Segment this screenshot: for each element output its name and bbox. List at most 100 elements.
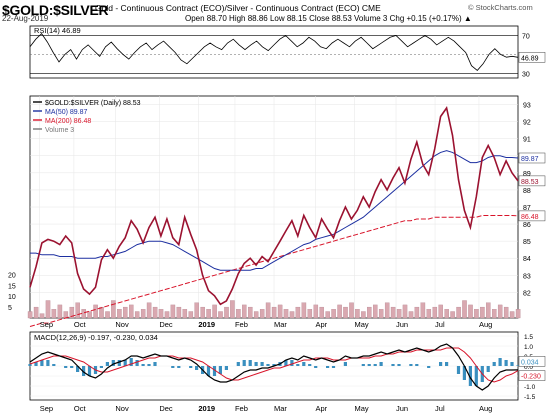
price-tick-label: 82 xyxy=(523,290,531,297)
volume-bar xyxy=(432,306,438,319)
volume-bar xyxy=(444,309,449,319)
macd-x-label: Feb xyxy=(235,404,248,413)
price-x-label: Nov xyxy=(115,320,129,329)
volume-bar xyxy=(69,306,75,319)
volume-bar xyxy=(349,302,354,319)
volume-bar xyxy=(509,311,515,319)
macd-histogram-bar xyxy=(445,362,449,366)
macd-histogram-bar xyxy=(99,366,103,368)
volume-bar xyxy=(63,311,69,319)
price-tick-label: 89 xyxy=(523,171,531,178)
macd-histogram-bar xyxy=(212,366,217,376)
macd-histogram-bar xyxy=(343,362,347,366)
volume-bar xyxy=(152,306,158,319)
macd-x-label: Oct xyxy=(74,404,87,413)
volume-bar xyxy=(408,311,414,319)
ma200-line xyxy=(29,215,519,327)
price-tick-label: 93 xyxy=(523,103,531,110)
volume-bar xyxy=(111,300,116,319)
macd-x-label: Aug xyxy=(479,404,492,413)
rsi-panel-frame xyxy=(29,25,519,79)
macd-histogram-bar xyxy=(28,364,32,366)
macd-histogram-bar xyxy=(409,364,413,366)
volume-bar xyxy=(188,311,194,319)
macd-histogram-bar xyxy=(141,364,145,366)
price-x-label: May xyxy=(355,320,369,329)
macd-histogram-bar xyxy=(361,364,365,366)
volume-bar xyxy=(402,304,408,319)
volume-bar xyxy=(248,306,253,319)
macd-histogram-bar xyxy=(189,366,193,368)
price-tick-label: 84 xyxy=(523,256,531,263)
macd-x-label: Nov xyxy=(115,404,129,413)
macd-histogram-bar xyxy=(123,360,127,366)
macd-histogram-bar xyxy=(153,362,157,366)
macd-histogram-bar xyxy=(284,360,288,366)
macd-x-label: Sep xyxy=(40,404,53,413)
volume-bar xyxy=(343,306,348,319)
macd-histogram-bar xyxy=(82,366,86,376)
volume-bar xyxy=(390,306,396,319)
volume-bar xyxy=(206,309,211,319)
price-tick-label: 87 xyxy=(523,205,531,212)
macd-x-label: 2019 xyxy=(198,404,215,413)
macd-hist-tag-box xyxy=(518,356,546,367)
rsi-tick-label: 30 xyxy=(522,71,530,78)
volume-bar xyxy=(503,306,509,319)
price-tick-label: 92 xyxy=(523,120,531,127)
macd-histogram-bar xyxy=(290,360,294,366)
macd-histogram-bar xyxy=(468,366,472,386)
macd-histogram-bar xyxy=(129,358,133,366)
volume-bar xyxy=(164,311,170,319)
price-x-label: Jul xyxy=(435,320,445,329)
volume-bar xyxy=(33,306,39,319)
volume-bar xyxy=(176,306,182,319)
macd-histogram-bar xyxy=(504,360,508,366)
chart-description: Gold - Continuous Contract (ECO)/Silver … xyxy=(95,3,381,13)
macd-histogram-bar xyxy=(266,364,270,366)
legend-price: $GOLD:$SILVER (Daily) 88.53 xyxy=(45,100,141,107)
volume-bar xyxy=(283,309,289,319)
macd-x-label: Dec xyxy=(159,404,173,413)
rsi-legend: RSI(14) 46.89 xyxy=(34,26,81,35)
volume-tick-label: 20 xyxy=(8,272,16,279)
macd-histogram-bar xyxy=(236,362,240,366)
price-x-label: 2019 xyxy=(198,320,215,329)
macd-histogram-bar xyxy=(492,362,496,366)
macd-histogram-bar xyxy=(373,364,377,366)
volume-tick-label: 5 xyxy=(8,305,12,312)
volume-bar xyxy=(307,309,313,319)
ma50-value-tag: 89.87 xyxy=(521,156,539,163)
macd-histogram-bar xyxy=(510,362,514,366)
volume-bar xyxy=(373,304,378,319)
volume-bar xyxy=(230,300,235,319)
macd-tick-label: 0.0 xyxy=(524,364,533,371)
volume-bar xyxy=(295,306,301,319)
macd-x-label: Jul xyxy=(435,404,445,413)
macd-histogram-bar xyxy=(308,364,312,366)
price-x-label: Apr xyxy=(315,320,327,329)
macd-histogram-bar xyxy=(439,362,443,366)
legend-ma200: MA(200) 86.48 xyxy=(45,118,91,125)
macd-x-label: Jun xyxy=(396,404,408,413)
volume-bar xyxy=(57,304,63,319)
macd-histogram-bar xyxy=(52,364,56,366)
macd-histogram-bar xyxy=(147,364,151,366)
price-tick-label: 85 xyxy=(523,239,531,246)
close-value-tag-box xyxy=(518,175,546,187)
volume-bar xyxy=(378,309,384,319)
macd-x-label: Mar xyxy=(274,404,287,413)
macd-tick-label: 1.5 xyxy=(524,334,533,341)
volume-bar xyxy=(259,309,265,319)
volume-bar xyxy=(87,311,92,319)
macd-histogram-bar xyxy=(64,366,68,368)
volume-bar xyxy=(438,304,443,319)
macd-histogram-bar xyxy=(486,366,490,372)
volume-bar xyxy=(474,309,479,319)
macd-line xyxy=(29,343,519,391)
macd-tick-label: -1.5 xyxy=(524,394,536,401)
macd-histogram-bar xyxy=(462,366,466,380)
volume-bar xyxy=(218,311,223,319)
volume-bar xyxy=(242,304,247,319)
